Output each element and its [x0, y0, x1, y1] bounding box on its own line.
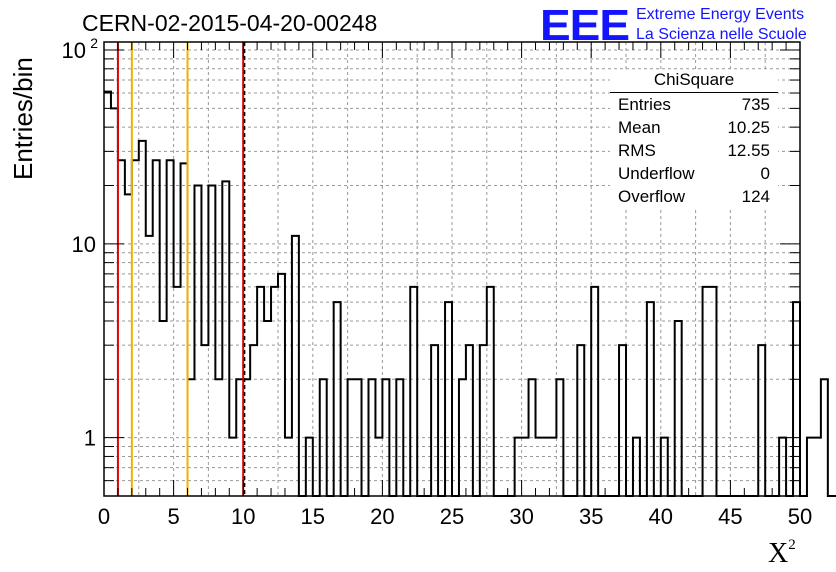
histogram-bin [410, 287, 417, 496]
histogram-bin [132, 160, 139, 496]
logo-line-1: Extreme Energy Events [636, 6, 805, 23]
histogram-bin [675, 321, 682, 496]
eee-logo: EEE [540, 0, 630, 50]
stats-row-overflow: Overflow 124 [618, 187, 770, 206]
histogram-bin [466, 345, 473, 496]
histogram-bin [647, 302, 654, 496]
histogram-bin [167, 160, 174, 496]
histogram-bin [222, 181, 229, 496]
histogram-bin [758, 345, 765, 496]
chart-title: CERN-02-2015-04-20-00248 [82, 10, 378, 36]
histogram-bin [292, 236, 299, 496]
stats-title: ChiSquare [610, 70, 778, 93]
histogram-bin [104, 92, 111, 496]
x-tick-label: 25 [440, 504, 464, 529]
histogram-bin [710, 287, 717, 496]
histogram-bin [174, 287, 181, 496]
x-axis-label: X2 [768, 536, 796, 569]
histogram-bin [208, 185, 215, 496]
y-axis-label: Entries/bin [8, 57, 38, 180]
histogram-bin [793, 302, 800, 496]
stats-box: ChiSquare Entries 735 Mean 10.25 RMS 12.55 … [610, 70, 778, 208]
histogram-bin [250, 345, 257, 496]
histogram-bin [153, 160, 160, 496]
histogram-bin [487, 287, 494, 496]
histogram-bin [160, 321, 167, 496]
histogram-bin [591, 287, 598, 496]
histogram-bin [431, 345, 438, 496]
histogram-bin [201, 345, 208, 496]
y-tick-label: 10 [72, 232, 96, 257]
stats-row-rms: RMS 12.55 [618, 141, 770, 160]
x-tick-label: 10 [231, 504, 255, 529]
histogram-bin [703, 287, 710, 496]
histogram-bin [577, 345, 584, 496]
x-tick-label: 40 [649, 504, 673, 529]
x-tick-label: 5 [167, 504, 179, 529]
histogram-bin [821, 379, 828, 496]
histogram-bin [814, 438, 821, 496]
x-tick-label: 35 [579, 504, 603, 529]
histogram-bin [264, 321, 271, 496]
logo-line-2: La Scienza nelle Scuole [636, 26, 807, 43]
stats-row-underflow: Underflow 0 [618, 164, 770, 183]
y-tick-label: 10 [62, 38, 86, 63]
x-tick-label: 45 [718, 504, 742, 529]
x-tick-label: 0 [98, 504, 110, 529]
histogram-bin [271, 287, 278, 496]
x-tick-label: 50 [788, 504, 812, 529]
histogram-bin [139, 141, 146, 496]
histogram-bin [146, 236, 153, 496]
x-tick-label: 20 [370, 504, 394, 529]
histogram-bin [118, 160, 125, 496]
y-tick-label-exponent: 2 [90, 35, 98, 51]
x-tick-label: 15 [301, 504, 325, 529]
stats-row-entries: Entries 735 [618, 95, 770, 114]
y-tick-label: 1 [84, 426, 96, 451]
x-tick-label: 30 [509, 504, 533, 529]
histogram-bin [278, 274, 285, 496]
histogram-bin [807, 438, 814, 496]
histogram-bin [480, 345, 487, 496]
stats-row-mean: Mean 10.25 [618, 118, 770, 137]
histogram-bin [445, 302, 452, 496]
histogram-bin [257, 287, 264, 496]
histogram-bin [194, 185, 201, 496]
histogram-bin [619, 345, 626, 496]
histogram-bin [334, 302, 341, 496]
